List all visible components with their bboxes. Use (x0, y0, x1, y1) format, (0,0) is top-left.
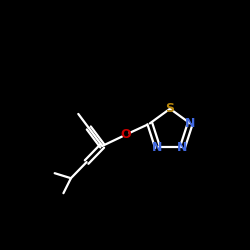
Text: N: N (177, 141, 188, 154)
Text: N: N (152, 141, 163, 154)
Text: N: N (185, 117, 196, 130)
Text: S: S (166, 102, 174, 115)
Text: O: O (121, 128, 131, 141)
